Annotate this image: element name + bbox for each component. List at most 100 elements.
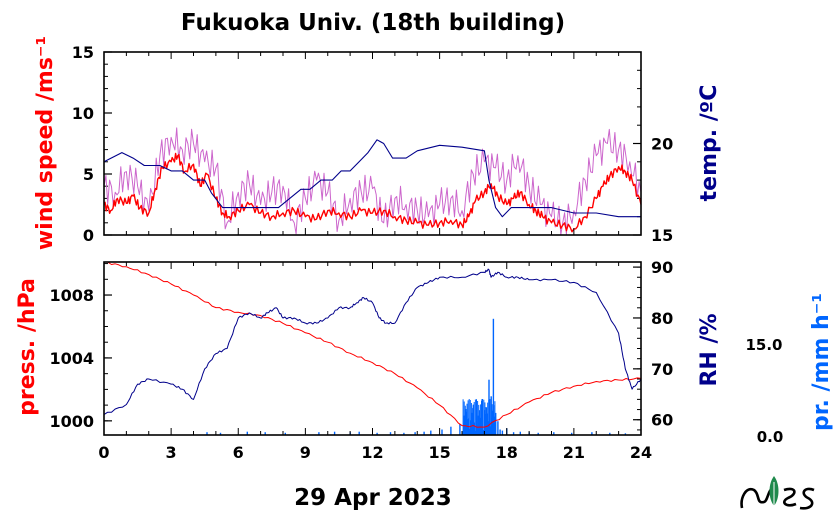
precip-bar <box>246 431 248 435</box>
precip-bar <box>497 421 499 435</box>
precip-bar <box>459 423 461 435</box>
wind-series <box>103 152 642 233</box>
chart-title: Fukuoka Univ. (18th building) <box>181 10 565 36</box>
precip-bar <box>624 433 627 435</box>
x-tick-label: 0 <box>98 443 109 462</box>
precip-bar <box>464 405 466 435</box>
y-left-tick-label: 1004 <box>49 349 94 368</box>
precip-bar <box>284 432 286 435</box>
precip-bar <box>481 400 482 435</box>
precip-bar <box>479 410 481 435</box>
precip-bar <box>487 402 489 435</box>
y-axis-label-precip: pr. /mm h⁻¹ <box>809 293 834 431</box>
precip-bar <box>491 404 493 435</box>
precip-bar <box>403 432 405 435</box>
y-right-tick-label: 90 <box>651 258 673 277</box>
precip-bar <box>609 432 611 435</box>
precip-bar <box>333 431 336 435</box>
precip-bar <box>487 421 489 435</box>
precip-bar <box>478 404 480 435</box>
y-left-tick-label: 10 <box>72 104 94 123</box>
y-left-tick-label: 15 <box>72 43 94 62</box>
precip-bar <box>489 399 491 435</box>
precip-bar <box>414 432 416 435</box>
y-right-tick-label: 20 <box>651 135 673 154</box>
precip-bar <box>537 432 539 435</box>
precip-bar <box>471 412 473 435</box>
nies-logo-stroke <box>783 487 797 507</box>
precip-bar <box>467 400 469 435</box>
x-axis-date-label: 29 Apr 2023 <box>294 485 452 511</box>
y-left-tick-label: 1000 <box>49 412 94 431</box>
precip-bar <box>486 413 488 435</box>
y-axis-label-rh: RH /% <box>697 313 722 386</box>
x-tick-label: 12 <box>361 443 383 462</box>
precip-bar <box>495 412 497 435</box>
precip-bar <box>479 404 481 435</box>
plot-frame-1 <box>103 261 642 436</box>
precip-bar <box>482 430 484 435</box>
rh-series <box>103 268 642 416</box>
x-tick-label: 9 <box>300 443 311 462</box>
precip-tick-label: 0.0 <box>757 428 784 446</box>
nies-logo <box>740 476 815 510</box>
precip-bar <box>463 423 465 435</box>
y-left-tick-label: 5 <box>83 165 94 184</box>
precip-bar <box>484 413 486 435</box>
nies-logo-stroke <box>740 486 775 509</box>
precip-bar <box>492 318 495 435</box>
precip-bar <box>512 432 515 435</box>
pressure-series <box>103 261 642 428</box>
y-right-tick-label: 15 <box>651 226 673 245</box>
precip-tick-label: 15.0 <box>745 336 782 354</box>
wind-raw-series <box>103 127 642 236</box>
x-tick-label: 24 <box>630 443 652 462</box>
y-axis-label-wind: wind speed /ms⁻¹ <box>33 36 58 250</box>
precip-bar <box>488 399 490 435</box>
y-right-tick-label: 80 <box>651 309 673 328</box>
precip-bar <box>477 401 479 435</box>
precip-bar <box>465 411 467 435</box>
precip-bar <box>467 419 468 435</box>
x-tick-label: 15 <box>428 443 450 462</box>
precip-bar <box>264 432 266 435</box>
y-axis-label-pressure: press. /hPa <box>15 278 40 416</box>
precip-bar <box>469 400 471 435</box>
precip-bar <box>476 425 478 435</box>
precip-bar <box>430 430 432 435</box>
precip-bar <box>485 407 487 435</box>
precip-bar <box>206 432 208 435</box>
x-tick-label: 21 <box>563 443 585 462</box>
precip-bar <box>475 430 477 435</box>
x-tick-label: 18 <box>496 443 518 462</box>
precip-bar <box>358 431 360 435</box>
x-tick-label: 3 <box>166 443 177 462</box>
precip-bar <box>470 403 472 435</box>
nies-logo-stroke <box>799 487 815 510</box>
precip-bar <box>462 399 464 435</box>
temperature-series <box>103 139 641 218</box>
precip-bar <box>472 406 474 435</box>
precip-bar <box>519 431 521 435</box>
precip-bar <box>376 432 378 435</box>
precip-bar <box>553 432 555 435</box>
precip-bar <box>493 405 495 435</box>
precip-bar <box>571 432 573 435</box>
precip-bar <box>495 424 496 435</box>
precip-bar <box>482 399 484 435</box>
precip-bar <box>450 426 452 435</box>
precip-bar <box>468 399 470 435</box>
precip-bar <box>473 402 475 435</box>
precip-bar <box>501 430 504 435</box>
precip-bar <box>591 432 593 435</box>
precip-bar <box>474 422 476 435</box>
y-right-tick-label: 60 <box>651 411 673 430</box>
precip-bar <box>474 399 476 435</box>
y-left-tick-label: 1008 <box>49 286 94 305</box>
precip-bar <box>318 432 320 435</box>
precip-bar <box>494 401 496 435</box>
precip-bar <box>389 432 392 435</box>
y-right-tick-label: 70 <box>651 360 673 379</box>
